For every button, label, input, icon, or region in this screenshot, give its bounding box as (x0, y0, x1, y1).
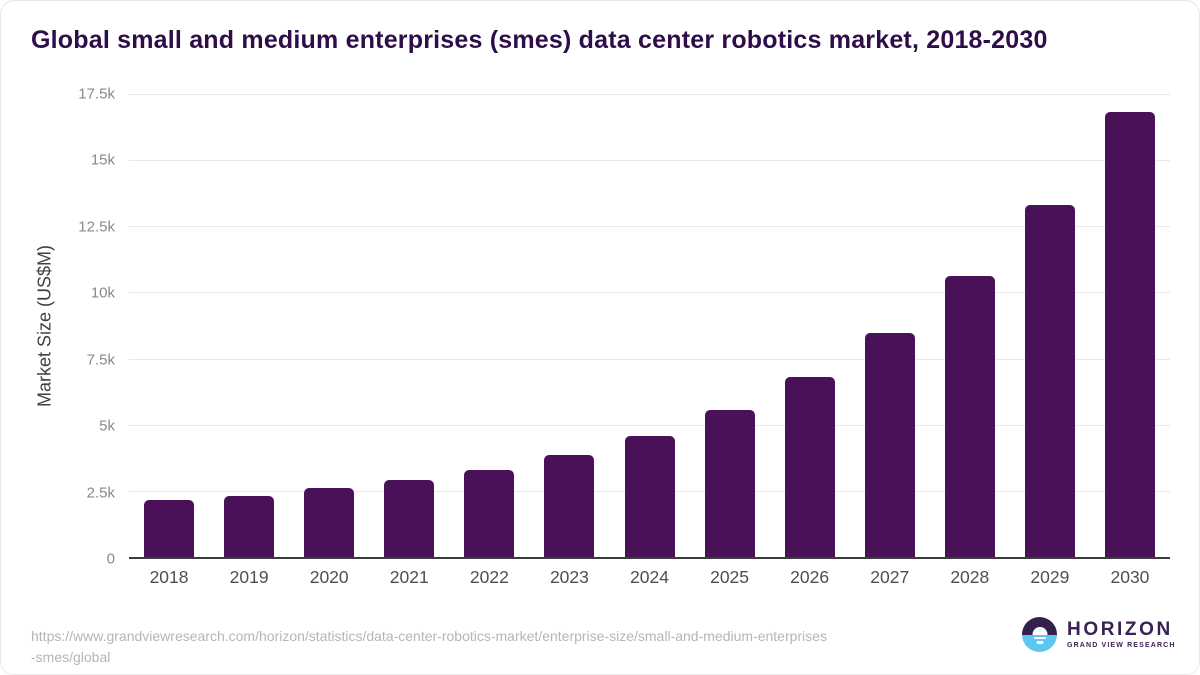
x-tick-2027: 2027 (870, 567, 910, 587)
x-tick-2019: 2019 (229, 567, 269, 587)
logo-text: HORIZON GRAND VIEW RESEARCH (1067, 620, 1176, 650)
x-axis-tick-labels: 2018 2019 2020 2021 2022 2023 2024 2025 2026 2027… (129, 567, 1170, 591)
logo-subtitle: GRAND VIEW RESEARCH (1067, 642, 1176, 650)
bar-2030[interactable] (1104, 111, 1155, 557)
y-axis-tick-labels: 0 2.5k 5k 7.5k 10k 12.5k 15k 17.5k (1, 86, 115, 568)
horizon-logo: HORIZON GRAND VIEW RESEARCH (1022, 617, 1176, 652)
chart-title: Global small and medium enterprises (sme… (31, 26, 1048, 54)
bar-2020[interactable] (304, 488, 355, 557)
x-tick-2024: 2024 (630, 567, 669, 587)
x-tick-2021: 2021 (389, 567, 429, 587)
bar-2022[interactable] (464, 469, 515, 557)
gridline-15k (129, 160, 1170, 162)
x-tick-2026: 2026 (790, 567, 830, 587)
y-tick-17.5k: 17.5k (78, 85, 115, 103)
bar-2021[interactable] (384, 480, 435, 557)
gridline-5k (129, 424, 1170, 426)
logo-reflection-dash (1036, 641, 1043, 644)
source-url-line1: https://www.grandviewresearch.com/horizo… (31, 628, 827, 644)
bar-2023[interactable] (544, 455, 595, 557)
x-tick-2023: 2023 (549, 567, 589, 587)
bar-2025[interactable] (704, 409, 755, 557)
y-tick-0: 0 (106, 550, 115, 568)
x-tick-2028: 2028 (950, 567, 990, 587)
bar-2029[interactable] (1024, 204, 1075, 557)
bar-2027[interactable] (864, 333, 915, 557)
bar-2026[interactable] (784, 377, 835, 557)
horizon-sun-icon (1022, 617, 1057, 652)
y-tick-5k: 5k (99, 417, 115, 435)
y-tick-2.5k: 2.5k (86, 484, 115, 502)
bar-2028[interactable] (944, 276, 995, 557)
gridline-17.5k (129, 94, 1170, 95)
plot-area (129, 94, 1170, 559)
logo-sun-arch (1032, 627, 1047, 635)
x-tick-2025: 2025 (710, 567, 750, 587)
gridline-10k (129, 292, 1170, 294)
logo-reflection-dash (1033, 636, 1046, 640)
y-tick-15k: 15k (90, 151, 115, 169)
source-url-line2: -smes/global (31, 649, 111, 665)
source-url: https://www.grandviewresearch.com/horizo… (31, 626, 961, 668)
y-tick-10k: 10k (90, 284, 115, 302)
bar-2024[interactable] (624, 435, 675, 557)
x-tick-2018: 2018 (149, 567, 189, 587)
x-tick-2029: 2029 (1030, 567, 1070, 587)
logo-sky-half (1022, 617, 1057, 635)
gridline-7.5k (129, 358, 1170, 360)
logo-name: HORIZON (1067, 618, 1173, 640)
y-tick-7.5k: 7.5k (86, 351, 115, 369)
y-tick-12.5k: 12.5k (78, 218, 115, 236)
bar-2019[interactable] (224, 495, 275, 557)
x-tick-2022: 2022 (469, 567, 509, 587)
gridline-12.5k (129, 226, 1170, 228)
bar-2018[interactable] (144, 500, 195, 557)
x-tick-2030: 2030 (1110, 567, 1150, 587)
x-tick-2020: 2020 (309, 567, 349, 587)
